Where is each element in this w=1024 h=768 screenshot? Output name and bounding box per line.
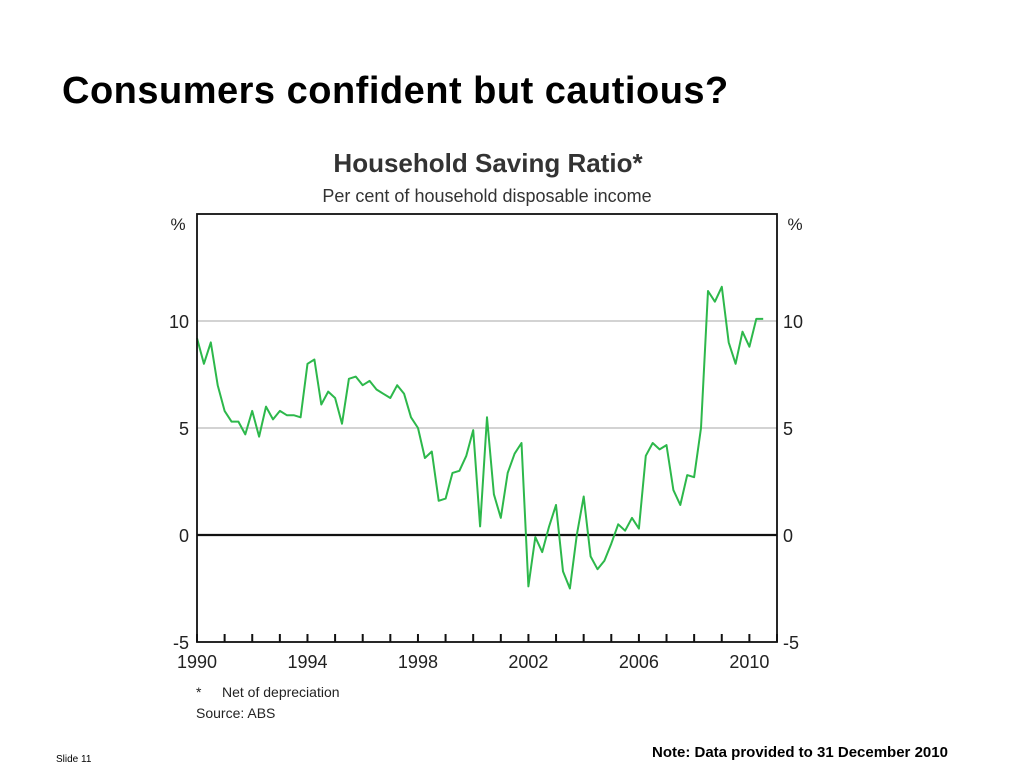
data-note: Note: Data provided to 31 December 2010	[652, 744, 948, 761]
chart-footnote: * Net of depreciation	[196, 684, 340, 700]
slide-number: Slide 11	[56, 754, 92, 765]
slide-title: Consumers confident but cautious?	[62, 70, 729, 112]
y-tick-label-left: 5	[179, 419, 189, 439]
y-tick-label-right: 10	[783, 312, 803, 332]
x-tick-label: 1990	[177, 652, 217, 672]
y-tick-label-right: 0	[783, 526, 793, 546]
footnote-text: Net of depreciation	[222, 684, 340, 700]
chart-title: Household Saving Ratio*	[333, 148, 643, 178]
footnote-marker: *	[196, 684, 202, 700]
y-axis-unit-left: %	[170, 215, 185, 234]
chart-source: Source: ABS	[196, 705, 276, 721]
chart-subtitle: Per cent of household disposable income	[322, 186, 651, 206]
y-tick-label-left: 10	[169, 312, 189, 332]
x-tick-label: 1998	[398, 652, 438, 672]
x-tick-label: 2002	[508, 652, 548, 672]
x-tick-label: 2010	[729, 652, 769, 672]
y-tick-label-left: -5	[173, 633, 189, 653]
y-axis-unit-right: %	[787, 215, 802, 234]
x-tick-label: 1994	[287, 652, 327, 672]
x-tick-label: 2006	[619, 652, 659, 672]
y-tick-label-right: 5	[783, 419, 793, 439]
series-line	[196, 285, 764, 590]
y-tick-label-left: 0	[179, 526, 189, 546]
plot-frame	[196, 213, 778, 643]
y-tick-label-right: -5	[783, 633, 799, 653]
